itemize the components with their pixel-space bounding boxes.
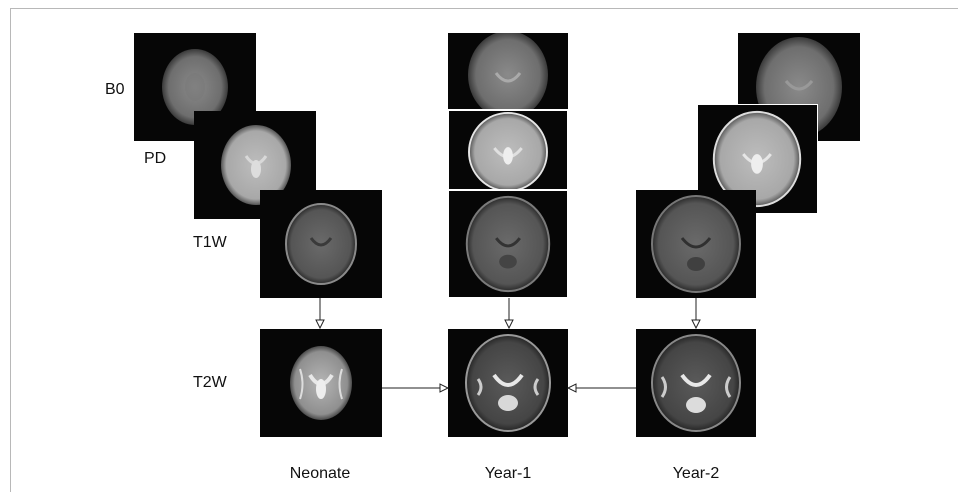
column-label-year1: Year-1 [484,465,532,482]
year2-t1w-image [636,190,756,298]
row-label-b0: B0 [105,81,125,98]
year1-t2w-image [448,329,568,437]
year1-pd-image [448,110,568,190]
year1-t1w-image [448,190,568,298]
year1-b0-image [448,33,568,109]
neonate-t1w-image [260,190,382,298]
column-label-neonate: Neonate [289,465,351,482]
row-label-t2w: T2W [193,374,227,391]
row-label-pd: PD [144,150,167,167]
year2-t2w-image [636,329,756,437]
figure-frame [10,8,958,492]
neonate-t2w-image [260,329,382,437]
row-label-t1w: T1W [193,234,227,251]
year2-pd-image [697,104,818,214]
column-label-year2: Year-2 [672,465,720,482]
